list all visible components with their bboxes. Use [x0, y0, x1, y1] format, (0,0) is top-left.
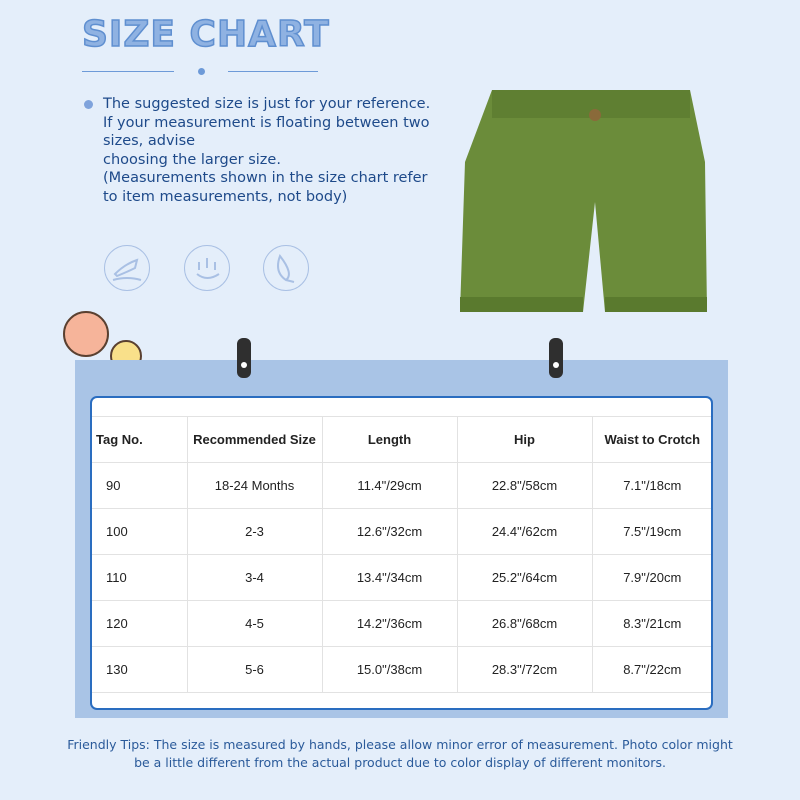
size-table-card: Tag No. Recommended Size Length Hip Wais… [90, 396, 713, 710]
table-cell: 4-5 [186, 600, 323, 647]
clip [549, 338, 563, 378]
table-cell: 28.3"/72cm [456, 646, 593, 693]
table-cell: 24.4"/62cm [456, 508, 593, 555]
header-size: Recommended Size [186, 416, 323, 463]
table-row: 110 3-4 13.4"/34cm 25.2"/64cm 7.9"/20cm [92, 554, 711, 601]
table-cell: 90 [92, 462, 188, 509]
header-waist-crotch: Waist to Crotch [591, 416, 711, 463]
table-cell: 120 [92, 600, 188, 647]
friendly-tips: Friendly Tips: The size is measured by h… [67, 737, 733, 770]
table-cell: 12.6"/32cm [321, 508, 458, 555]
page-title: SIZE CHART [81, 13, 330, 56]
table-cell: 7.9"/20cm [591, 554, 711, 601]
table-cell: 100 [92, 508, 188, 555]
table-cell: 15.0"/38cm [321, 646, 458, 693]
feather-light-icon [263, 245, 309, 291]
table-cell: 18-24 Months [186, 462, 323, 509]
soft-hand-icon [104, 245, 150, 291]
table-cell: 130 [92, 646, 188, 693]
header-tag: Tag No. [92, 416, 188, 463]
table-cell: 7.1"/18cm [591, 462, 711, 509]
divider [228, 71, 318, 72]
table-row: 90 18-24 Months 11.4"/29cm 22.8"/58cm 7.1"/1… [92, 462, 711, 509]
product-shorts-image [460, 90, 707, 312]
table-cell: 25.2"/64cm [456, 554, 593, 601]
divider-dot [198, 68, 205, 75]
table-cell: 26.8"/68cm [456, 600, 593, 647]
table-cell: 8.3"/21cm [591, 600, 711, 647]
table-cell: 110 [92, 554, 188, 601]
table-cell: 13.4"/34cm [321, 554, 458, 601]
table-cell: 14.2"/36cm [321, 600, 458, 647]
size-table: Tag No. Recommended Size Length Hip Wais… [92, 416, 711, 693]
table-cell: 3-4 [186, 554, 323, 601]
size-note: The suggested size is just for your refe… [103, 96, 431, 205]
table-cell: 5-6 [186, 646, 323, 693]
divider [82, 71, 174, 72]
table-cell: 11.4"/29cm [321, 462, 458, 509]
table-cell: 8.7"/22cm [591, 646, 711, 693]
header-length: Length [321, 416, 458, 463]
table-row: 130 5-6 15.0"/38cm 28.3"/72cm 8.7"/22cm [92, 646, 711, 693]
table-header-row: Tag No. Recommended Size Length Hip Wais… [92, 416, 711, 463]
table-cell: 2-3 [186, 508, 323, 555]
clip [237, 338, 251, 378]
table-cell: 7.5"/19cm [591, 508, 711, 555]
breathable-icon [184, 245, 230, 291]
flower-decoration [63, 311, 142, 372]
header-hip: Hip [456, 416, 593, 463]
bullet-icon [84, 100, 93, 109]
table-cell: 22.8"/58cm [456, 462, 593, 509]
table-row: 120 4-5 14.2"/36cm 26.8"/68cm 8.3"/21cm [92, 600, 711, 647]
table-row: 100 2-3 12.6"/32cm 24.4"/62cm 7.5"/19cm [92, 508, 711, 555]
